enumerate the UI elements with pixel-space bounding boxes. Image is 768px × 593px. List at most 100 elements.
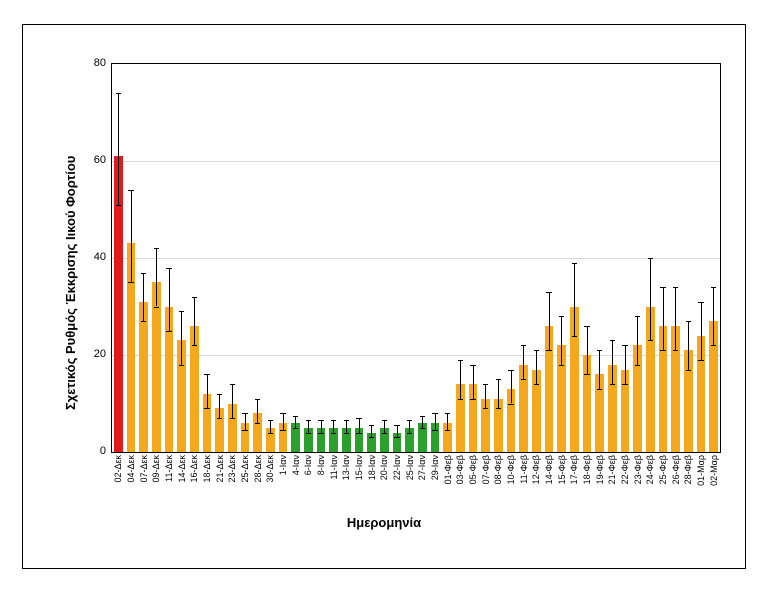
error-cap bbox=[356, 433, 361, 434]
error-cap bbox=[318, 433, 323, 434]
error-bar bbox=[473, 365, 474, 399]
error-cap bbox=[508, 370, 513, 371]
x-tick-label: 25-Ιαν bbox=[406, 455, 415, 480]
x-tick-label: 02-Μαρ bbox=[710, 455, 719, 486]
error-cap bbox=[584, 374, 589, 375]
x-tick-label: 23-Φεβ bbox=[634, 455, 643, 484]
error-cap bbox=[432, 430, 437, 431]
error-cap bbox=[572, 336, 577, 337]
error-cap bbox=[293, 416, 298, 417]
error-cap bbox=[242, 430, 247, 431]
error-bar bbox=[283, 413, 284, 430]
error-bar bbox=[181, 311, 182, 364]
error-cap bbox=[673, 350, 678, 351]
error-bar bbox=[561, 316, 562, 365]
error-cap bbox=[318, 420, 323, 421]
error-bar bbox=[612, 340, 613, 384]
x-tick-label: 18-Δεκ bbox=[203, 455, 212, 483]
x-tick-label: 29-Ιαν bbox=[431, 455, 440, 480]
error-cap bbox=[331, 433, 336, 434]
error-bar bbox=[511, 370, 512, 404]
x-tick-label: 07-Δεκ bbox=[140, 455, 149, 483]
x-tick-label: 27-Ιαν bbox=[418, 455, 427, 480]
error-cap bbox=[268, 433, 273, 434]
error-cap bbox=[508, 404, 513, 405]
grid-line bbox=[112, 258, 720, 259]
error-bar bbox=[321, 420, 322, 432]
error-bar bbox=[118, 93, 119, 205]
error-cap bbox=[420, 416, 425, 417]
x-tick-label: 6-Ιαν bbox=[304, 455, 313, 475]
x-tick-label: 23-Δεκ bbox=[228, 455, 237, 483]
error-bar bbox=[295, 416, 296, 428]
error-cap bbox=[166, 331, 171, 332]
x-axis-title: Ημερομηνία bbox=[23, 515, 745, 530]
x-tick-label: 15-Ιαν bbox=[355, 455, 364, 480]
error-cap bbox=[369, 437, 374, 438]
error-cap bbox=[407, 433, 412, 434]
error-bar bbox=[485, 384, 486, 408]
error-cap bbox=[445, 413, 450, 414]
error-cap bbox=[331, 420, 336, 421]
error-cap bbox=[179, 365, 184, 366]
error-bar bbox=[333, 420, 334, 432]
error-cap bbox=[559, 365, 564, 366]
error-cap bbox=[698, 360, 703, 361]
error-cap bbox=[217, 394, 222, 395]
x-tick-label: 09-Δεκ bbox=[152, 455, 161, 483]
error-cap bbox=[483, 384, 488, 385]
x-tick-label: 8-Ιαν bbox=[317, 455, 326, 475]
x-tick-label: 04-Δεκ bbox=[127, 455, 136, 483]
error-bar bbox=[169, 268, 170, 331]
error-bar bbox=[219, 394, 220, 418]
error-cap bbox=[445, 430, 450, 431]
error-cap bbox=[483, 408, 488, 409]
error-bar bbox=[663, 287, 664, 350]
x-tick-label: 14-Δεκ bbox=[178, 455, 187, 483]
bar bbox=[152, 282, 161, 452]
error-cap bbox=[382, 420, 387, 421]
x-tick-label: 07-Φεβ bbox=[482, 455, 491, 484]
error-bar bbox=[498, 379, 499, 408]
error-cap bbox=[116, 205, 121, 206]
error-cap bbox=[230, 418, 235, 419]
error-bar bbox=[447, 413, 448, 430]
error-cap bbox=[521, 345, 526, 346]
x-tick-label: 22-Φεβ bbox=[621, 455, 630, 484]
x-tick-label: 11-Ιαν bbox=[330, 455, 339, 480]
error-cap bbox=[470, 365, 475, 366]
error-cap bbox=[344, 433, 349, 434]
y-tick-label: 80 bbox=[81, 57, 106, 69]
error-cap bbox=[268, 420, 273, 421]
error-cap bbox=[420, 428, 425, 429]
y-axis-title: Σχετικός Ρυθμός Έκκρισης Ιικού Φορτίου bbox=[63, 156, 78, 410]
error-bar bbox=[574, 263, 575, 336]
error-cap bbox=[141, 321, 146, 322]
error-cap bbox=[242, 413, 247, 414]
error-bar bbox=[701, 302, 702, 360]
x-tick-label: 13-Ιαν bbox=[342, 455, 351, 480]
error-bar bbox=[257, 399, 258, 423]
x-tick-label: 19-Φεβ bbox=[596, 455, 605, 484]
error-cap bbox=[458, 360, 463, 361]
x-tick-label: 21-Φεβ bbox=[608, 455, 617, 484]
error-bar bbox=[650, 258, 651, 340]
error-cap bbox=[711, 345, 716, 346]
error-cap bbox=[217, 418, 222, 419]
error-cap bbox=[306, 433, 311, 434]
x-tick-label: 16-Δεκ bbox=[190, 455, 199, 483]
x-tick-label: 10-Φεβ bbox=[507, 455, 516, 484]
error-cap bbox=[166, 268, 171, 269]
x-tick-label: 26-Φεβ bbox=[672, 455, 681, 484]
x-tick-label: 15-Φεβ bbox=[558, 455, 567, 484]
error-cap bbox=[369, 425, 374, 426]
error-bar bbox=[625, 345, 626, 384]
error-bar bbox=[156, 248, 157, 306]
error-cap bbox=[673, 287, 678, 288]
error-cap bbox=[394, 425, 399, 426]
error-cap bbox=[154, 307, 159, 308]
x-tick-label: 28-Φεβ bbox=[684, 455, 693, 484]
error-bar bbox=[397, 425, 398, 437]
chart-frame: 020406080 Σχετικός Ρυθμός Έκκρισης Ιικού… bbox=[22, 24, 746, 569]
error-cap bbox=[230, 384, 235, 385]
